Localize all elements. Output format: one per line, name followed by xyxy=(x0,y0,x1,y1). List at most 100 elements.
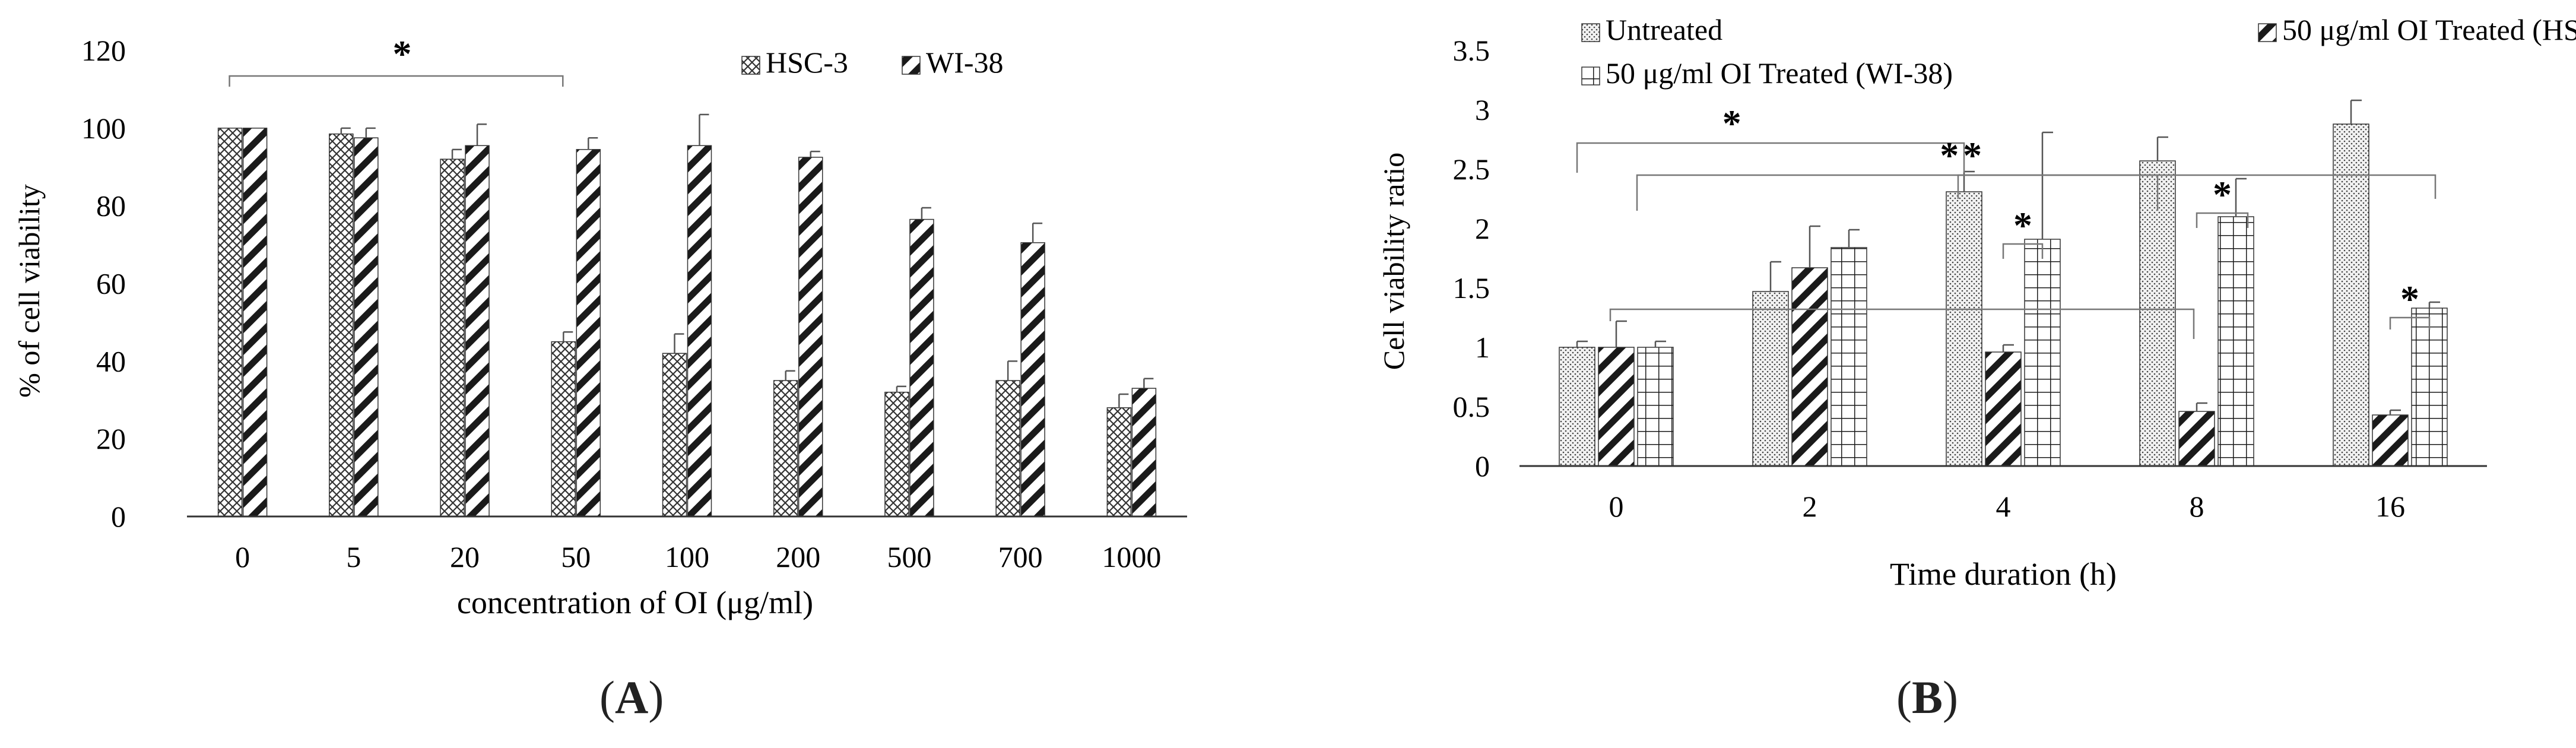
legend: HSC-3 WI-38 xyxy=(741,46,1004,79)
bar-hsc-3 xyxy=(1106,407,1132,517)
x-axis-label: concentration of OI (μg/ml) xyxy=(457,585,813,620)
x-axis-label: Time duration (h) xyxy=(1890,556,2117,592)
significance-bracket xyxy=(2196,212,2249,228)
y-axis-label: % of cell viability xyxy=(12,184,46,398)
significance-bracket xyxy=(1636,174,2159,211)
bar-hsc-3 xyxy=(551,341,576,517)
legend-swatch-series-1 xyxy=(2258,23,2277,42)
significance-star: * xyxy=(2400,278,2419,320)
significance-star: * xyxy=(392,33,411,75)
significance-bracket xyxy=(2389,316,2431,329)
x-tick-label: 0 xyxy=(235,540,250,573)
bar-wi-38 xyxy=(1020,242,1045,517)
bar-series-1 xyxy=(1791,267,1828,467)
significance-star: * xyxy=(2213,173,2232,215)
significance-bracket xyxy=(1609,308,2195,339)
y-tick-label: 0 xyxy=(111,500,126,533)
y-tick-label: 60 xyxy=(96,267,126,300)
x-tick-label: 50 xyxy=(561,540,591,573)
legend-label-series-0: Untreated xyxy=(1606,13,1722,46)
bar-series-2 xyxy=(2411,308,2448,467)
legend-label-series-2: 50 μg/ml OI Treated (WI-38) xyxy=(1606,56,1953,90)
bar-series-0 xyxy=(2333,123,2369,467)
bar-hsc-3 xyxy=(662,353,687,517)
bar-series-1 xyxy=(1598,347,1635,467)
x-tick-label: 700 xyxy=(998,540,1043,573)
bar-wi-38 xyxy=(798,157,823,517)
significance-bracket xyxy=(1576,142,1965,173)
bar-series-1 xyxy=(2372,414,2409,467)
y-tick-label: 100 xyxy=(81,112,126,145)
significance-star: * xyxy=(1963,134,1982,176)
x-tick-label: 100 xyxy=(665,540,709,573)
y-tick-labels: 0 0.5 1 1.5 2 2.5 3 3.5 xyxy=(1453,34,1490,483)
significance-star: * xyxy=(1722,102,1741,144)
significance-star: * xyxy=(1940,134,1959,176)
bar-wi-38 xyxy=(465,145,490,517)
significance-annotations: * xyxy=(229,33,564,87)
viability-time-chart: Cell viability ratio Time duration (h) U… xyxy=(1377,13,2576,592)
bar-wi-38 xyxy=(909,218,934,517)
bar-hsc-3 xyxy=(884,391,909,517)
x-tick-label: 5 xyxy=(346,540,361,573)
bar-series-0 xyxy=(1559,347,1595,467)
y-tick-label: 1 xyxy=(1475,331,1490,364)
bar-series-0 xyxy=(1946,191,1982,467)
x-tick-label: 20 xyxy=(450,540,480,573)
y-tick-label: 3 xyxy=(1475,93,1490,126)
y-axis-label: Cell viability ratio xyxy=(1377,153,1410,370)
bar-hsc-3 xyxy=(440,159,465,517)
bar-hsc-3 xyxy=(995,380,1020,517)
x-tick-label: 200 xyxy=(776,540,820,573)
bar-series-2 xyxy=(1831,247,1867,467)
y-tick-label: 80 xyxy=(96,189,126,223)
legend-swatch-wi-38 xyxy=(902,56,921,75)
significance-bracket xyxy=(1957,174,2437,199)
bar-wi-38 xyxy=(354,137,379,517)
legend-swatch-series-0 xyxy=(1581,23,1600,42)
bar-wi-38 xyxy=(687,145,712,517)
bar-wi-38 xyxy=(576,149,601,517)
x-tick-label: 16 xyxy=(2375,490,2405,523)
viability-concentration-chart: % of cell viability concentration of OI … xyxy=(12,33,1187,620)
bar-hsc-3 xyxy=(329,133,354,517)
y-tick-label: 0 xyxy=(1475,449,1490,483)
significance-annotations: ** **** xyxy=(1576,102,2437,339)
x-tick-label: 0 xyxy=(1609,490,1624,523)
y-tick-label: 3.5 xyxy=(1453,34,1490,67)
legend-label-series-1: 50 μg/ml OI Treated (HSC-3) xyxy=(2282,13,2576,46)
error-bars xyxy=(1576,99,2440,415)
bars xyxy=(217,128,1157,517)
significance-bracket xyxy=(229,75,564,87)
bar-hsc-3 xyxy=(773,380,798,517)
x-tick-label: 1000 xyxy=(1102,540,1161,573)
panel-label-b: (B) xyxy=(1896,671,1958,723)
bar-series-2 xyxy=(2024,239,2061,467)
y-tick-label: 20 xyxy=(96,422,126,455)
y-tick-label: 120 xyxy=(81,34,126,67)
bar-series-1 xyxy=(1985,351,2022,467)
x-tick-labels: 0 5 20 50 100 200 500 700 1000 xyxy=(235,540,1161,573)
legend-swatch-hsc-3 xyxy=(741,56,760,75)
x-tick-labels: 0 2 4 8 16 xyxy=(1609,490,2406,523)
bars xyxy=(1559,123,2448,467)
bar-hsc-3 xyxy=(217,128,243,517)
significance-bracket xyxy=(2002,243,2044,259)
bar-wi-38 xyxy=(242,128,268,517)
bar-wi-38 xyxy=(1131,388,1157,517)
legend: Untreated 50 μg/ml OI Treated (HSC-3) 50 μ… xyxy=(1581,13,2576,90)
y-tick-label: 1.5 xyxy=(1453,271,1490,305)
bar-series-2 xyxy=(1637,347,1674,467)
x-tick-label: 4 xyxy=(1996,490,2011,523)
x-tick-label: 8 xyxy=(2190,490,2204,523)
bar-series-2 xyxy=(2217,216,2254,467)
legend-swatch-series-2 xyxy=(1581,66,1600,85)
y-tick-label: 40 xyxy=(96,344,126,378)
y-tick-labels: 0 20 40 60 80 100 120 xyxy=(81,34,126,533)
significance-star: * xyxy=(2013,204,2032,246)
y-tick-label: 2 xyxy=(1475,212,1490,245)
y-tick-label: 2.5 xyxy=(1453,153,1490,186)
bar-series-0 xyxy=(2139,160,2176,467)
legend-label-wi-38: WI-38 xyxy=(926,46,1004,79)
